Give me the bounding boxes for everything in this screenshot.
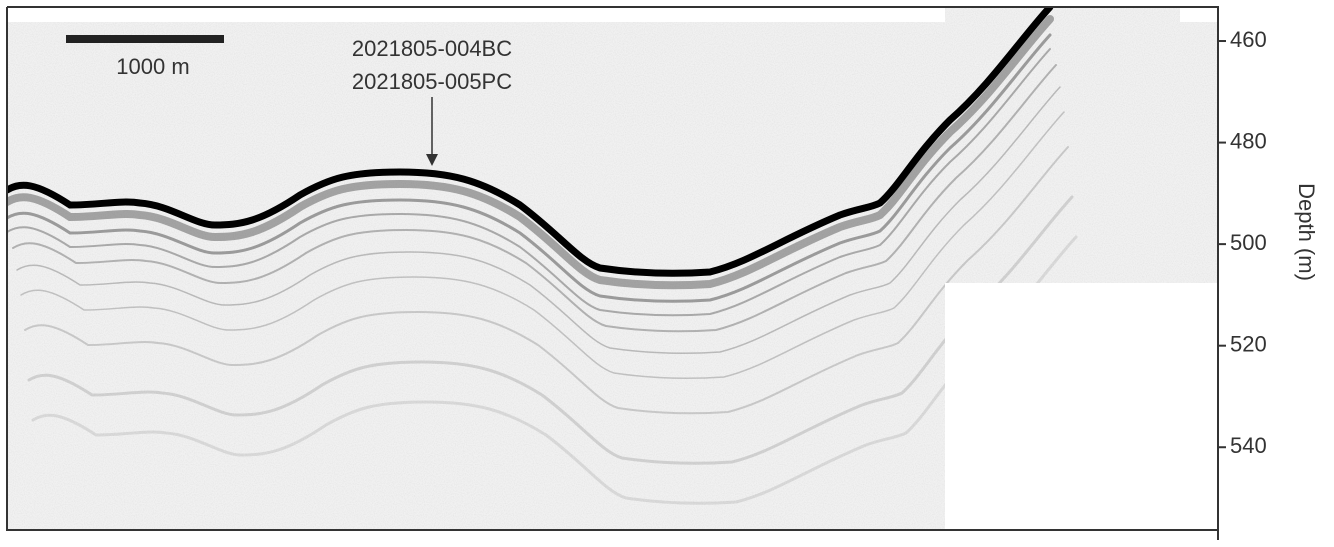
y-tick-label: 460 bbox=[1230, 27, 1267, 52]
annotation-arrowhead bbox=[426, 154, 438, 166]
profile-image bbox=[7, 7, 1218, 530]
frame bbox=[6, 6, 1219, 540]
y-axis-label: Depth (m) bbox=[1294, 183, 1319, 281]
y-tick-label: 480 bbox=[1230, 128, 1267, 153]
scale-bar-label: 1000 m bbox=[116, 54, 189, 79]
y-tick-label: 540 bbox=[1230, 433, 1267, 458]
y-tick-label: 500 bbox=[1230, 230, 1267, 255]
annotation: 2021805-005PC bbox=[352, 69, 512, 94]
annotation: 2021805-004BC bbox=[352, 36, 512, 61]
y-tick-label: 520 bbox=[1230, 331, 1267, 356]
